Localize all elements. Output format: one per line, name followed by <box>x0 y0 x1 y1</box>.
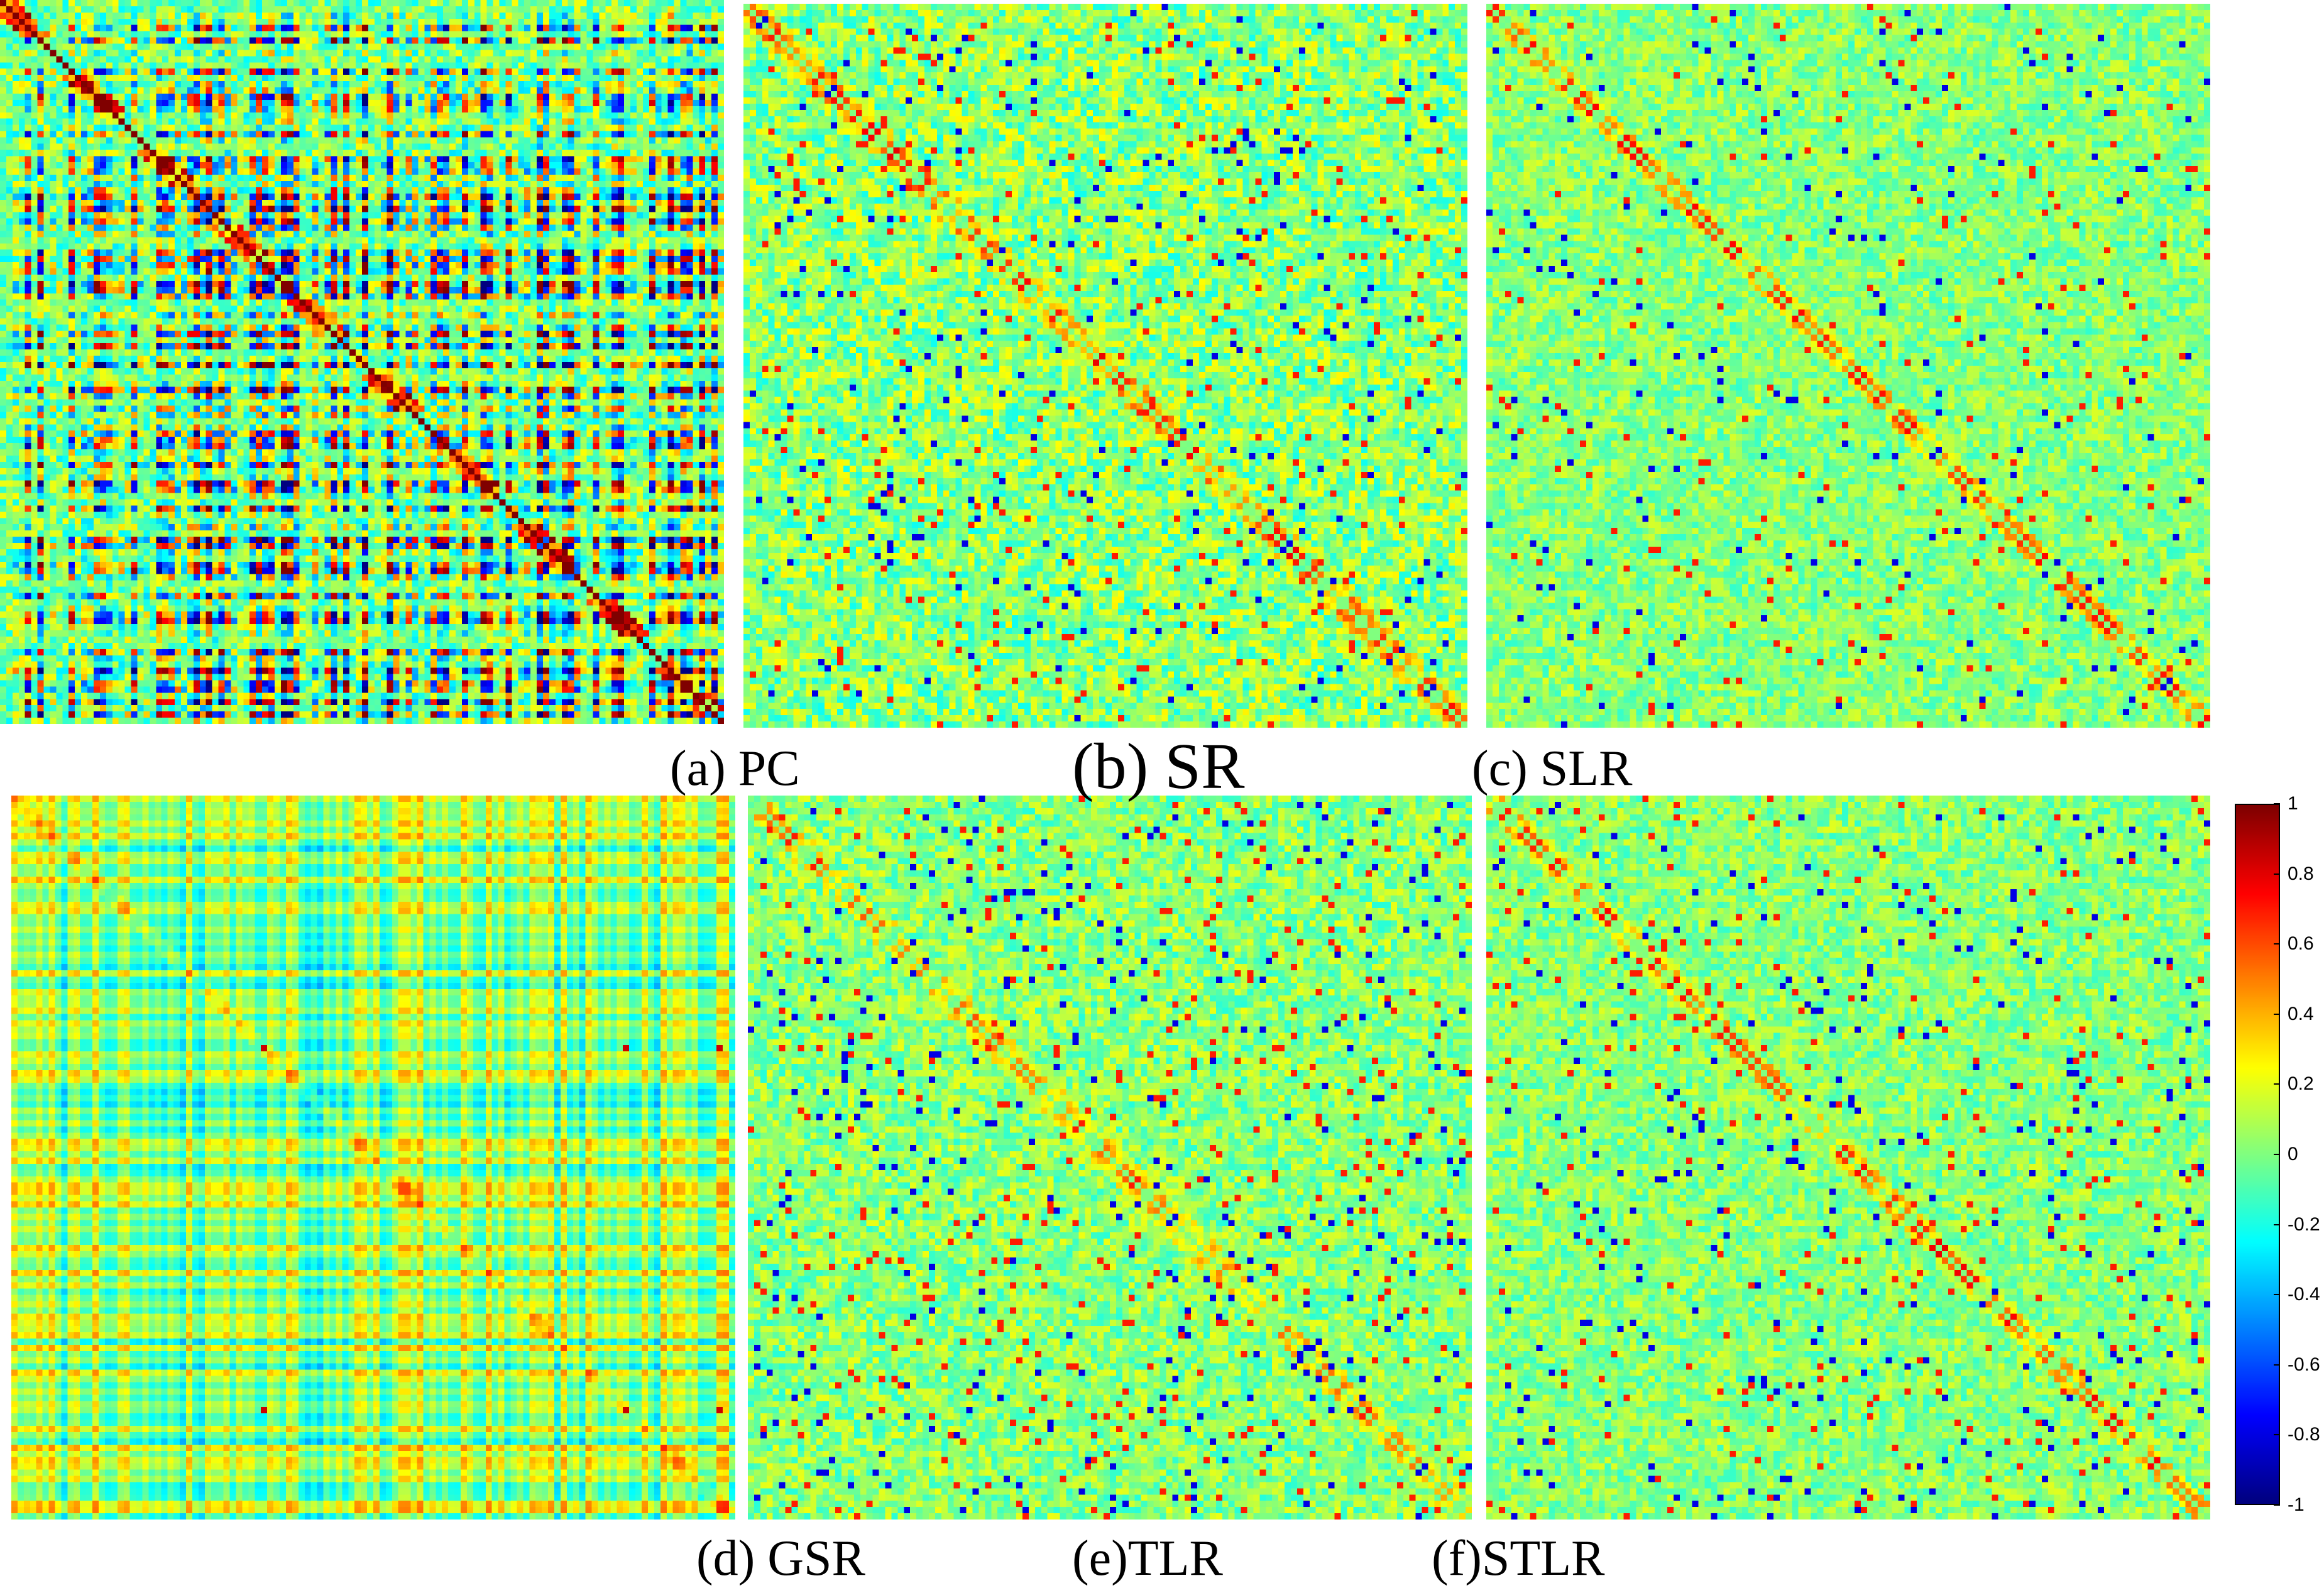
colorbar-tick-mark <box>2274 1154 2280 1155</box>
colorbar-tick-label: 1 <box>2288 793 2298 814</box>
colorbar-tick-label: 0 <box>2288 1144 2298 1164</box>
colorbar-tick-label: 0.2 <box>2288 1073 2314 1095</box>
heatmap-canvas-stlr <box>1486 796 2210 1520</box>
heatmap-panel-b <box>743 4 1467 728</box>
colorbar-tick-mark <box>2274 803 2280 804</box>
colorbar-tick-label: -0.6 <box>2288 1354 2320 1375</box>
caption-e: (e)TLR <box>1072 1531 1223 1586</box>
heatmap-canvas-sr <box>743 4 1467 728</box>
colorbar-tick-label: -1 <box>2288 1494 2305 1515</box>
colorbar-tick-mark <box>2274 1083 2280 1085</box>
colorbar-tick-mark <box>2274 1013 2280 1015</box>
colorbar-tick-mark <box>2274 1504 2280 1506</box>
colorbar-tick-mark <box>2274 1294 2280 1296</box>
heatmap-canvas-pc <box>0 0 724 724</box>
colorbar-tick-mark <box>2274 873 2280 875</box>
heatmap-panel-d <box>11 796 735 1520</box>
heatmap-panel-c <box>1486 4 2210 728</box>
caption-a: (a) PC <box>670 741 800 796</box>
heatmap-canvas-gsr <box>11 796 735 1520</box>
heatmap-panel-f <box>1486 796 2210 1520</box>
heatmap-panel-e <box>748 796 1472 1520</box>
colorbar-tick-mark <box>2274 1224 2280 1225</box>
caption-c: (c) SLR <box>1472 741 1633 796</box>
caption-f: (f)STLR <box>1432 1531 1605 1586</box>
heatmap-canvas-tlr <box>748 796 1472 1520</box>
colorbar-gradient <box>2236 805 2279 1504</box>
colorbar-tick-label: 0.6 <box>2288 933 2314 955</box>
colorbar-tick-mark <box>2274 1364 2280 1366</box>
colorbar-tick-label: -0.8 <box>2288 1424 2320 1445</box>
caption-b: (b) SR <box>1072 730 1245 802</box>
colorbar <box>2235 804 2280 1505</box>
heatmap-panel-a <box>0 0 724 724</box>
heatmap-canvas-slr <box>1486 4 2210 728</box>
colorbar-tick-label: -0.4 <box>2288 1284 2320 1305</box>
colorbar-tick-label: 0.4 <box>2288 1003 2314 1024</box>
colorbar-tick-label: -0.2 <box>2288 1213 2320 1235</box>
colorbar-tick-label: 0.8 <box>2288 863 2314 884</box>
colorbar-tick-mark <box>2274 943 2280 945</box>
caption-d: (d) GSR <box>696 1531 865 1586</box>
colorbar-tick-mark <box>2274 1434 2280 1436</box>
